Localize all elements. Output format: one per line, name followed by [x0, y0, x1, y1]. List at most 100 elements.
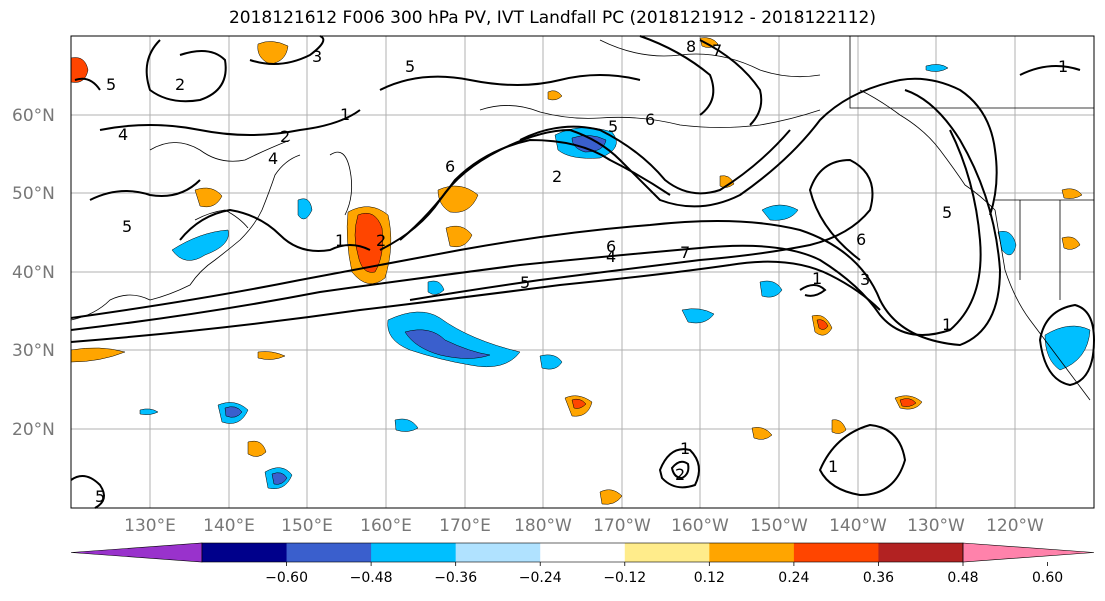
coastlines — [70, 36, 1094, 401]
colorbar-segment — [286, 543, 372, 562]
colorbar-segment — [371, 543, 457, 562]
contour-label: 1 — [335, 231, 345, 250]
lon-label: 150°E — [281, 516, 333, 536]
colorbar-tick-label: 0.24 — [778, 570, 809, 586]
colorbar: −0.60 −0.48 −0.36 −0.24 −0.12 0.12 0.24 0.36 0.4… — [70, 542, 1095, 586]
blob-pos-coast — [1061, 236, 1081, 250]
contour-label: 5 — [608, 117, 618, 136]
colorbar-extend-high — [962, 542, 1095, 563]
lon-label: 130°W — [907, 516, 965, 536]
blob-pos-tiny — [547, 90, 563, 101]
contour-label: 3 — [860, 270, 870, 289]
contour-label: 4 — [268, 149, 278, 168]
blob-pos-north — [257, 41, 289, 65]
map-gridlines — [71, 36, 1094, 508]
blob-neg-south-core — [271, 472, 288, 485]
blob-pos-hawaii-core — [571, 398, 587, 409]
blob-pos-east1-core — [816, 319, 829, 330]
colorbar-segment — [709, 543, 795, 562]
contour-label: 2 — [552, 167, 562, 186]
pv-contours — [70, 35, 1096, 509]
lon-label: 130°E — [124, 516, 176, 536]
contour-label: 6 — [606, 237, 616, 256]
contour-label: 4 — [118, 125, 128, 144]
colorbar-segment — [202, 543, 288, 562]
contour-label: 5 — [122, 217, 132, 236]
lon-label: 160°W — [671, 516, 729, 536]
blob-pos-bering — [437, 185, 479, 213]
contour-label: 4 — [606, 247, 616, 266]
blob-neg-subtropical-core — [404, 329, 491, 359]
contour-label: 6 — [445, 157, 455, 176]
contour-label: 2 — [175, 75, 185, 94]
blob-pos-japan — [194, 187, 223, 208]
blob-pos-small4 — [247, 440, 267, 457]
blob-pos-coast2 — [1061, 188, 1083, 199]
blob-neg-japan — [171, 229, 229, 261]
contour-label: 3 — [312, 47, 322, 66]
lon-label: 170°W — [593, 516, 651, 536]
contour-label: 1 — [340, 105, 350, 124]
lon-label: 120°W — [986, 516, 1044, 536]
colorbar-tick-label: −0.60 — [265, 570, 308, 586]
contour-label: 1 — [828, 457, 838, 476]
colorbar-tick-label: −0.36 — [434, 570, 477, 586]
lon-label: 140°E — [203, 516, 255, 536]
colorbar-segment — [793, 543, 879, 562]
contour-labels: 8 7 7 6 6 5 5 5 5 5 5 4 4 4 3 3 2 2 2 2 … — [95, 37, 1068, 506]
colorbar-outline — [201, 542, 964, 563]
contour-label: 1 — [1058, 57, 1068, 76]
contour-label: 5 — [95, 487, 105, 506]
colorbar-tick-label: 0.12 — [694, 570, 725, 586]
blob-neg-small2 — [394, 418, 419, 432]
lon-label: 180°W — [514, 516, 572, 536]
blob-pos-small1 — [445, 225, 473, 248]
lat-axis-labels: 60°N 50°N 40°N 30°N 20°N — [12, 106, 55, 440]
blob-neg-sw-core — [224, 406, 243, 418]
contour-label: 2 — [280, 127, 290, 146]
blob-neg-coast — [997, 231, 1017, 256]
colorbar-tick-label: −0.48 — [350, 570, 393, 586]
blob-pos-east2-core — [899, 398, 917, 407]
blob-neg-tiny2 — [427, 280, 445, 295]
contour-label: 2 — [376, 231, 386, 250]
blob-pos-west — [70, 347, 126, 363]
lon-label: 150°W — [750, 516, 808, 536]
colorbar-tick-label: −0.12 — [603, 570, 646, 586]
lon-label: 140°W — [829, 516, 887, 536]
colorbar-segment — [624, 543, 710, 562]
blob-neg-small1 — [539, 354, 563, 370]
contour-label: 6 — [645, 110, 655, 129]
map-frame — [70, 35, 1095, 509]
colorbar-segment — [455, 543, 541, 562]
contour-label: 2 — [675, 465, 685, 484]
contour-label: 5 — [405, 57, 415, 76]
blob-neg-hawaii-n — [681, 308, 715, 324]
colorbar-extend-low — [70, 542, 203, 563]
lon-label: 160°E — [360, 516, 412, 536]
blob-neg-tiny — [139, 408, 159, 415]
map-title: 2018121612 F006 300 hPa PV, IVT Landfall… — [228, 8, 876, 28]
colorbar-segment — [540, 543, 626, 562]
contour-label: 1 — [680, 439, 690, 458]
blob-pos-small3 — [831, 419, 847, 434]
colorbar-tick-label: 0.36 — [863, 570, 894, 586]
blob-neg-mid — [759, 280, 783, 298]
blob-pos-small7 — [719, 175, 735, 188]
contour-label: 1 — [942, 315, 952, 334]
lon-label: 170°E — [439, 516, 491, 536]
blob-neg-kuril — [297, 198, 313, 220]
contour-label: 5 — [520, 273, 530, 292]
colorbar-tick-label: 0.48 — [947, 570, 978, 586]
lon-axis-labels: 130°E 140°E 150°E 160°E 170°E 180°W 170°… — [124, 516, 1044, 536]
contour-label: 8 — [686, 37, 696, 56]
blob-pos-nw — [70, 57, 89, 83]
blob-pos-small6 — [599, 489, 623, 505]
contour-label: 1 — [812, 269, 822, 288]
blob-neg-aleutian-core — [571, 135, 607, 153]
blob-pos-small5 — [257, 351, 286, 360]
colorbar-segment — [878, 543, 964, 562]
lat-label: 50°N — [12, 184, 55, 204]
blob-neg-subtropical — [387, 311, 521, 368]
